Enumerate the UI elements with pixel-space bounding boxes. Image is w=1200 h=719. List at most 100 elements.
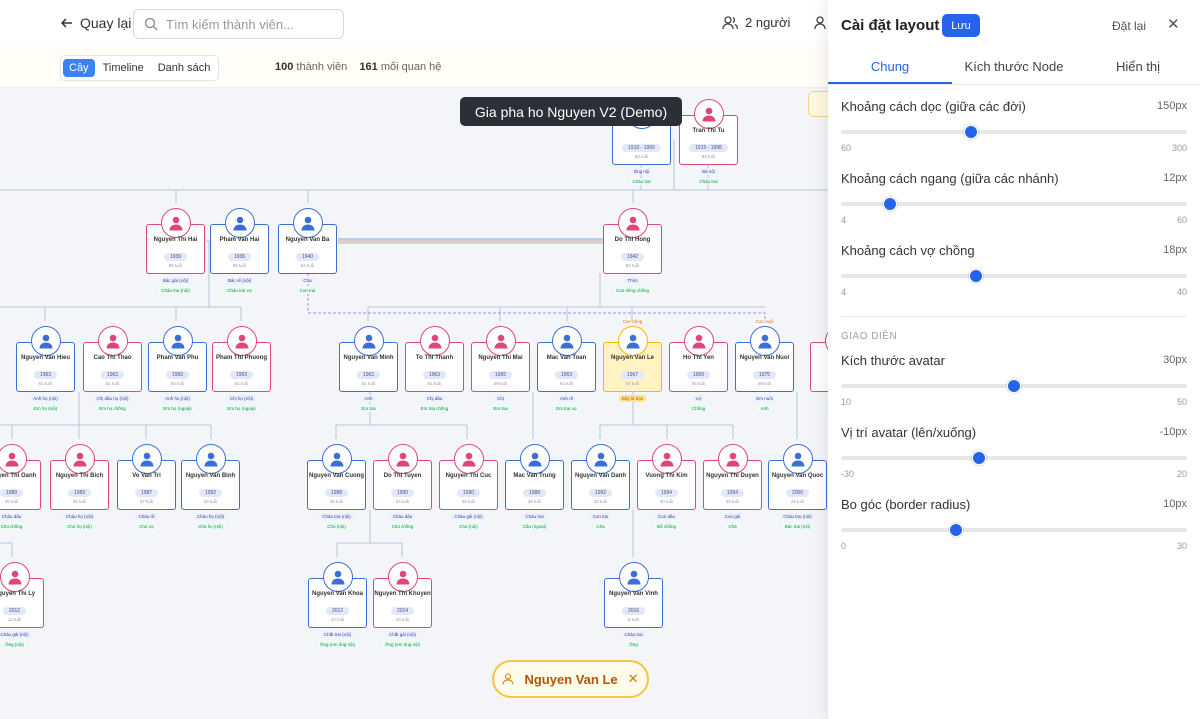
avatar-icon	[362, 334, 375, 349]
node-years: 1989	[0, 489, 41, 497]
relation-text: Cháu trai	[621, 631, 646, 638]
relation-text: Chú (nội)	[456, 523, 481, 530]
slider-thumb[interactable]	[972, 451, 987, 465]
relation-text: Bác gái (nội)	[159, 277, 192, 284]
relation-text: Ông	[626, 641, 641, 648]
node-name: Pham Van Phu	[156, 354, 199, 361]
view-tab[interactable]: Danh sách	[152, 59, 217, 77]
share-icon[interactable]	[814, 16, 830, 30]
avatar	[387, 562, 418, 592]
selected-chip[interactable]: Nguyen Van Le ✕	[492, 660, 649, 698]
view-label: Cây	[69, 62, 89, 74]
search-placeholder: Tìm kiếm thành viên...	[166, 16, 294, 32]
panel-tab[interactable]: Kích thước Node	[964, 59, 1064, 74]
relation-label: Cháu trai (nội)	[307, 513, 366, 520]
view-tab[interactable]: Timeline	[97, 59, 150, 77]
save-button[interactable]: Lưu	[942, 14, 980, 37]
avatar	[782, 444, 813, 474]
avatar-icon	[702, 107, 715, 122]
slider-min: 0	[841, 541, 847, 551]
avatar-icon	[660, 452, 673, 467]
relation-label: Cháu trai (nội)	[768, 513, 827, 520]
slider-thumb[interactable]	[963, 125, 978, 139]
slider-min: -30	[841, 469, 855, 479]
node-age: 55 tuổi	[691, 381, 706, 386]
relation-label: Em nuôi	[735, 395, 794, 402]
relation-text: Anh	[361, 395, 376, 402]
node-name: Pham Van Hai	[219, 236, 260, 243]
relation-text: Bà nội	[699, 168, 718, 175]
avatar-icon	[726, 452, 739, 467]
search-box[interactable]: Tìm kiếm thành viên...	[133, 9, 344, 39]
node-name: Nguyen Van Vinh	[609, 590, 658, 597]
relation-text: Con trai	[589, 513, 612, 520]
node-age: 57 tuổi	[625, 381, 640, 386]
years-pill: 2012	[2, 607, 27, 615]
avatar-icon	[594, 452, 607, 467]
relation-label: Em trai	[339, 405, 398, 412]
node-years: 1963	[83, 371, 142, 379]
back-button[interactable]: Quay lại	[60, 15, 131, 31]
avatar	[0, 444, 27, 474]
avatar	[617, 208, 648, 238]
relation-text: Chú họ (nội)	[64, 523, 95, 530]
relation-label: Chị họ (nội)	[212, 395, 271, 402]
relation-label: Chồng	[669, 405, 728, 412]
relation-text: Chắt gái (nội)	[385, 631, 419, 638]
years-pill: 1967	[620, 371, 645, 379]
relation-label: Em họ (ngoại)	[212, 405, 271, 412]
relation-label: Cháu họ (nội)	[181, 513, 240, 520]
close-button[interactable]: ✕	[1167, 16, 1180, 33]
avatar	[519, 444, 550, 474]
slider-min: 4	[841, 287, 847, 297]
relation-text: Đây là bạn	[618, 395, 647, 402]
node-years: 1963	[212, 371, 271, 379]
relation-text: Bác rể (nội)	[224, 277, 255, 284]
people-button[interactable]: 2 người	[722, 15, 790, 30]
relation-text: Cháu trai	[522, 513, 547, 520]
relation-text: Cha	[593, 523, 608, 530]
relation-text: Em họ chồng	[96, 405, 129, 412]
avatar	[551, 326, 582, 356]
relation-label: Bố chồng	[637, 523, 696, 530]
relation-label: Em họ chồng	[83, 405, 142, 412]
avatar	[195, 444, 226, 474]
panel-tab[interactable]: Hiển thị	[1115, 59, 1161, 74]
node-age: 88 tuổi	[232, 263, 247, 268]
chip-close[interactable]: ✕	[627, 671, 639, 686]
relation-text: Cháu dâu	[389, 513, 416, 520]
slider-thumb[interactable]	[968, 269, 983, 283]
avatar	[485, 326, 516, 356]
relation-label: Ông (nội)	[0, 641, 44, 648]
reset-button[interactable]: Đặt lại	[1112, 19, 1147, 33]
relation-label: Con gái	[703, 513, 762, 520]
relation-label: Thím	[603, 277, 662, 284]
slider-thumb[interactable]	[883, 197, 898, 211]
relation-text: Cha	[300, 277, 315, 284]
relation-text: Cháu trai	[696, 178, 721, 185]
relation-label: Con trai	[571, 513, 630, 520]
node-age: 12 tuổi	[7, 617, 22, 622]
node-name: Nguyen Thi Cuc	[445, 472, 492, 479]
avatar	[321, 444, 352, 474]
relation-text: Anh họ (nội)	[162, 395, 193, 402]
avatar-icon	[301, 216, 314, 231]
node-years: 1990	[439, 489, 498, 497]
view-tab[interactable]: Cây	[63, 59, 95, 77]
years-pill: 1963	[422, 371, 447, 379]
relation-label: Anh họ (nội)	[148, 395, 207, 402]
relation-text: Chị họ (nội)	[226, 395, 257, 402]
relation-text: Cháu trai (nội)	[319, 513, 354, 520]
years-pill: 1994	[720, 489, 745, 497]
relation-label: Cháu trai	[505, 513, 564, 520]
years-pill: 1969	[686, 371, 711, 379]
avatar	[353, 326, 384, 356]
slider-label: Bo góc (border radius)	[841, 497, 971, 512]
slider-value: -10px	[1159, 426, 1187, 438]
slider-thumb[interactable]	[949, 523, 964, 537]
years-pill: 1963	[229, 371, 254, 379]
slider-thumb[interactable]	[1007, 379, 1021, 393]
search-icon	[144, 17, 158, 31]
node-years: 1975	[735, 371, 794, 379]
panel-tab[interactable]: Chung	[870, 59, 910, 74]
